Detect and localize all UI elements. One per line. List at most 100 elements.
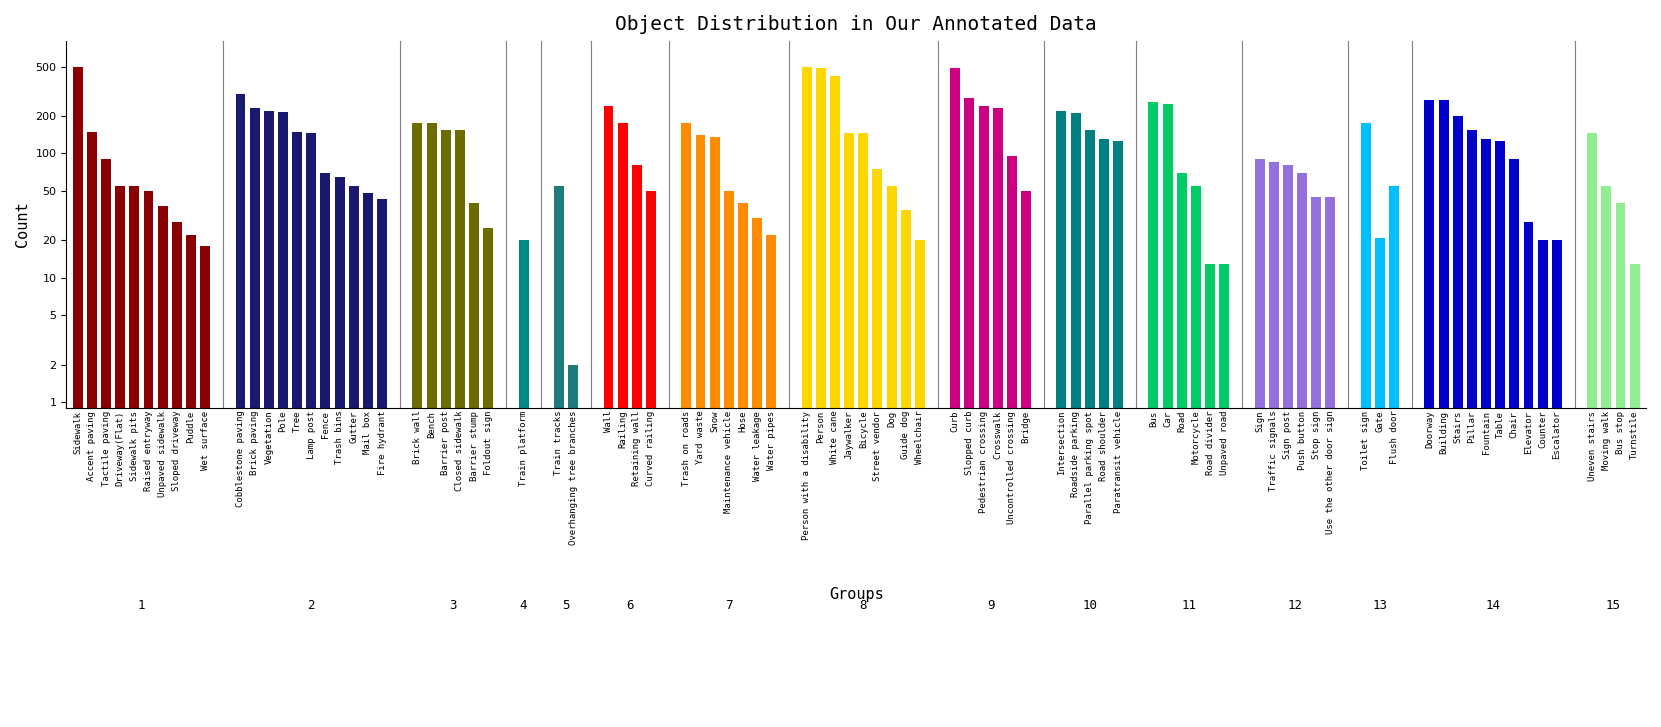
Bar	[1601, 185, 1611, 727]
Text: 3: 3	[448, 598, 457, 611]
Bar	[709, 137, 719, 727]
Bar	[201, 246, 209, 727]
Bar	[440, 129, 450, 727]
Text: 7: 7	[726, 598, 733, 611]
Bar	[1311, 196, 1320, 727]
Bar	[186, 236, 196, 727]
Bar	[802, 66, 812, 727]
Bar	[1523, 222, 1533, 727]
Bar	[377, 199, 387, 727]
Bar	[427, 123, 437, 727]
Bar	[1425, 100, 1435, 727]
Bar	[1297, 173, 1307, 727]
Bar	[1325, 196, 1335, 727]
Text: 14: 14	[1485, 598, 1500, 611]
Bar	[915, 241, 925, 727]
Text: 5: 5	[563, 598, 570, 611]
Bar	[1085, 129, 1095, 727]
Bar	[859, 133, 869, 727]
Text: 15: 15	[1606, 598, 1621, 611]
Bar	[681, 123, 691, 727]
Bar	[1176, 173, 1186, 727]
Bar	[349, 185, 359, 727]
Bar	[236, 94, 246, 727]
Bar	[752, 219, 762, 727]
Bar	[631, 166, 641, 727]
Bar	[646, 191, 656, 727]
Text: 13: 13	[1372, 598, 1387, 611]
Bar	[1206, 264, 1214, 727]
Bar	[900, 210, 910, 727]
Bar	[816, 68, 826, 727]
Bar	[696, 135, 706, 727]
Text: 2: 2	[307, 598, 316, 611]
Bar	[1254, 159, 1264, 727]
Bar	[468, 203, 478, 727]
Bar	[115, 185, 125, 727]
Bar	[724, 191, 734, 727]
Bar	[143, 191, 153, 727]
X-axis label: Groups: Groups	[829, 587, 884, 602]
Bar	[1551, 241, 1561, 727]
Bar	[1495, 141, 1505, 727]
Bar	[887, 185, 897, 727]
Bar	[978, 106, 988, 727]
Bar	[1269, 162, 1279, 727]
Bar	[1538, 241, 1548, 727]
Bar	[264, 111, 274, 727]
Bar	[1163, 104, 1173, 727]
Bar	[1588, 133, 1598, 727]
Bar	[766, 236, 776, 727]
Bar	[1148, 102, 1158, 727]
Bar	[950, 68, 960, 727]
Bar	[364, 193, 372, 727]
Text: 6: 6	[626, 598, 633, 611]
Bar	[618, 123, 628, 727]
Bar	[1467, 129, 1477, 727]
Bar	[965, 98, 975, 727]
Bar	[1438, 100, 1448, 727]
Bar	[306, 133, 316, 727]
Bar	[171, 222, 181, 727]
Bar	[277, 112, 287, 727]
Bar	[993, 108, 1003, 727]
Text: 4: 4	[520, 598, 527, 611]
Bar	[86, 132, 96, 727]
Bar	[158, 206, 168, 727]
Bar	[249, 108, 259, 727]
Title: Object Distribution in Our Annotated Data: Object Distribution in Our Annotated Dat…	[615, 15, 1096, 34]
Bar	[1375, 238, 1385, 727]
Bar	[872, 169, 882, 727]
Bar	[101, 159, 111, 727]
Bar	[844, 133, 854, 727]
Bar	[1191, 185, 1201, 727]
Bar	[1453, 116, 1463, 727]
Bar	[603, 106, 613, 727]
Text: 10: 10	[1083, 598, 1098, 611]
Bar	[518, 241, 528, 727]
Bar	[1629, 264, 1639, 727]
Bar	[1389, 185, 1399, 727]
Text: 12: 12	[1287, 598, 1302, 611]
Bar	[1482, 140, 1492, 727]
Text: 9: 9	[987, 598, 995, 611]
Bar	[455, 129, 465, 727]
Bar	[1616, 203, 1626, 727]
Bar	[830, 76, 840, 727]
Bar	[568, 365, 578, 727]
Bar	[1056, 111, 1066, 727]
Bar	[1282, 166, 1292, 727]
Bar	[292, 132, 302, 727]
Bar	[1100, 140, 1110, 727]
Bar	[130, 185, 140, 727]
Bar	[1510, 159, 1520, 727]
Bar	[483, 228, 493, 727]
Bar	[1022, 191, 1031, 727]
Bar	[1219, 264, 1229, 727]
Text: 1: 1	[138, 598, 145, 611]
Text: 8: 8	[859, 598, 867, 611]
Y-axis label: Count: Count	[15, 201, 30, 247]
Bar	[1113, 141, 1123, 727]
Text: 11: 11	[1181, 598, 1196, 611]
Bar	[555, 185, 565, 727]
